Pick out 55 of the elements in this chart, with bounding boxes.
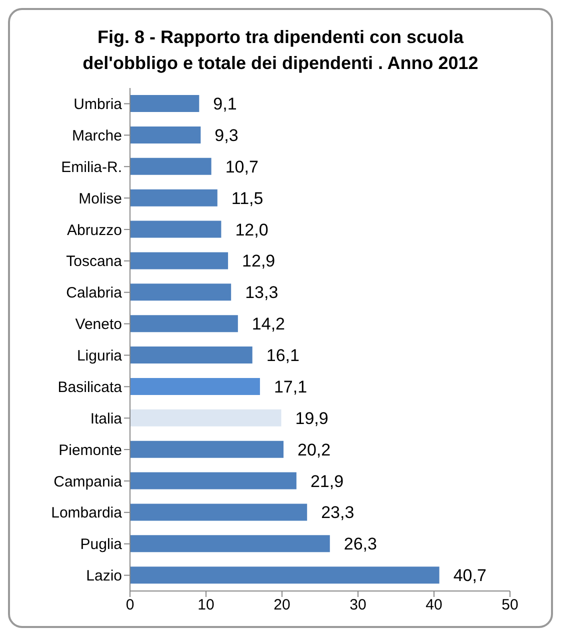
data-label: 9,1 bbox=[213, 94, 237, 114]
bar bbox=[130, 158, 212, 175]
y-tick-label: Veneto bbox=[75, 316, 122, 334]
y-tick-label: Emilia-R. bbox=[61, 158, 122, 176]
x-tick-label: 20 bbox=[274, 596, 290, 614]
data-label: 19,9 bbox=[295, 408, 328, 428]
bar bbox=[130, 440, 284, 458]
data-label: 12,9 bbox=[242, 252, 276, 271]
bar bbox=[130, 315, 238, 332]
y-tick-label: Molise bbox=[78, 190, 122, 208]
bar bbox=[130, 284, 232, 301]
x-tick-label: 0 bbox=[126, 596, 134, 614]
bar bbox=[130, 504, 308, 521]
bar bbox=[130, 220, 222, 238]
data-label: 40,7 bbox=[453, 566, 486, 586]
bar bbox=[130, 95, 200, 112]
data-label: 23,3 bbox=[321, 503, 354, 522]
data-label: 14,2 bbox=[252, 314, 286, 334]
data-label: 20,2 bbox=[298, 440, 331, 460]
chart-title: Fig. 8 - Rapporto tra dipendenti con scuola del'obbligo e totale dei dipendenti . Anno 2012 bbox=[82, 26, 480, 75]
bar bbox=[130, 252, 228, 270]
bar bbox=[130, 346, 252, 364]
data-label: 16,1 bbox=[266, 346, 300, 366]
x-tick-label: 50 bbox=[502, 596, 518, 614]
data-label: 21,9 bbox=[310, 472, 344, 491]
bar bbox=[130, 566, 440, 584]
x-tick-label: 10 bbox=[198, 596, 214, 614]
data-label: 12,0 bbox=[235, 220, 268, 240]
y-tick-label: Italia bbox=[90, 410, 123, 428]
bar bbox=[130, 409, 282, 426]
y-tick-label: Liguria bbox=[76, 348, 123, 365]
y-tick-label: Calabria bbox=[66, 284, 123, 302]
y-tick-label: Piemonte bbox=[58, 442, 122, 459]
y-tick-label: Lombardia bbox=[51, 504, 123, 522]
bar bbox=[130, 472, 296, 490]
data-label: 13,3 bbox=[245, 283, 278, 302]
y-tick-label: Marche bbox=[72, 127, 122, 144]
y-tick-label: Lazio bbox=[86, 568, 122, 585]
bar bbox=[130, 378, 260, 395]
y-tick-label: Umbria bbox=[74, 96, 123, 114]
y-tick-label: Basilicata bbox=[58, 378, 123, 396]
bar bbox=[130, 126, 201, 144]
data-label: 9,3 bbox=[214, 126, 238, 145]
bar bbox=[130, 189, 218, 206]
data-label: 17,1 bbox=[274, 377, 308, 396]
x-tick-label: 40 bbox=[426, 596, 442, 614]
data-label: 10,7 bbox=[225, 157, 258, 176]
y-tick-label: Puglia bbox=[80, 536, 123, 554]
data-label: 11,5 bbox=[231, 188, 264, 208]
y-tick-label: Campania bbox=[54, 473, 123, 490]
y-tick-label: Toscana bbox=[66, 253, 123, 270]
bar bbox=[130, 535, 330, 552]
x-tick-label: 30 bbox=[350, 596, 366, 614]
data-label: 26,3 bbox=[344, 534, 377, 554]
y-tick-label: Abruzzo bbox=[66, 222, 122, 239]
